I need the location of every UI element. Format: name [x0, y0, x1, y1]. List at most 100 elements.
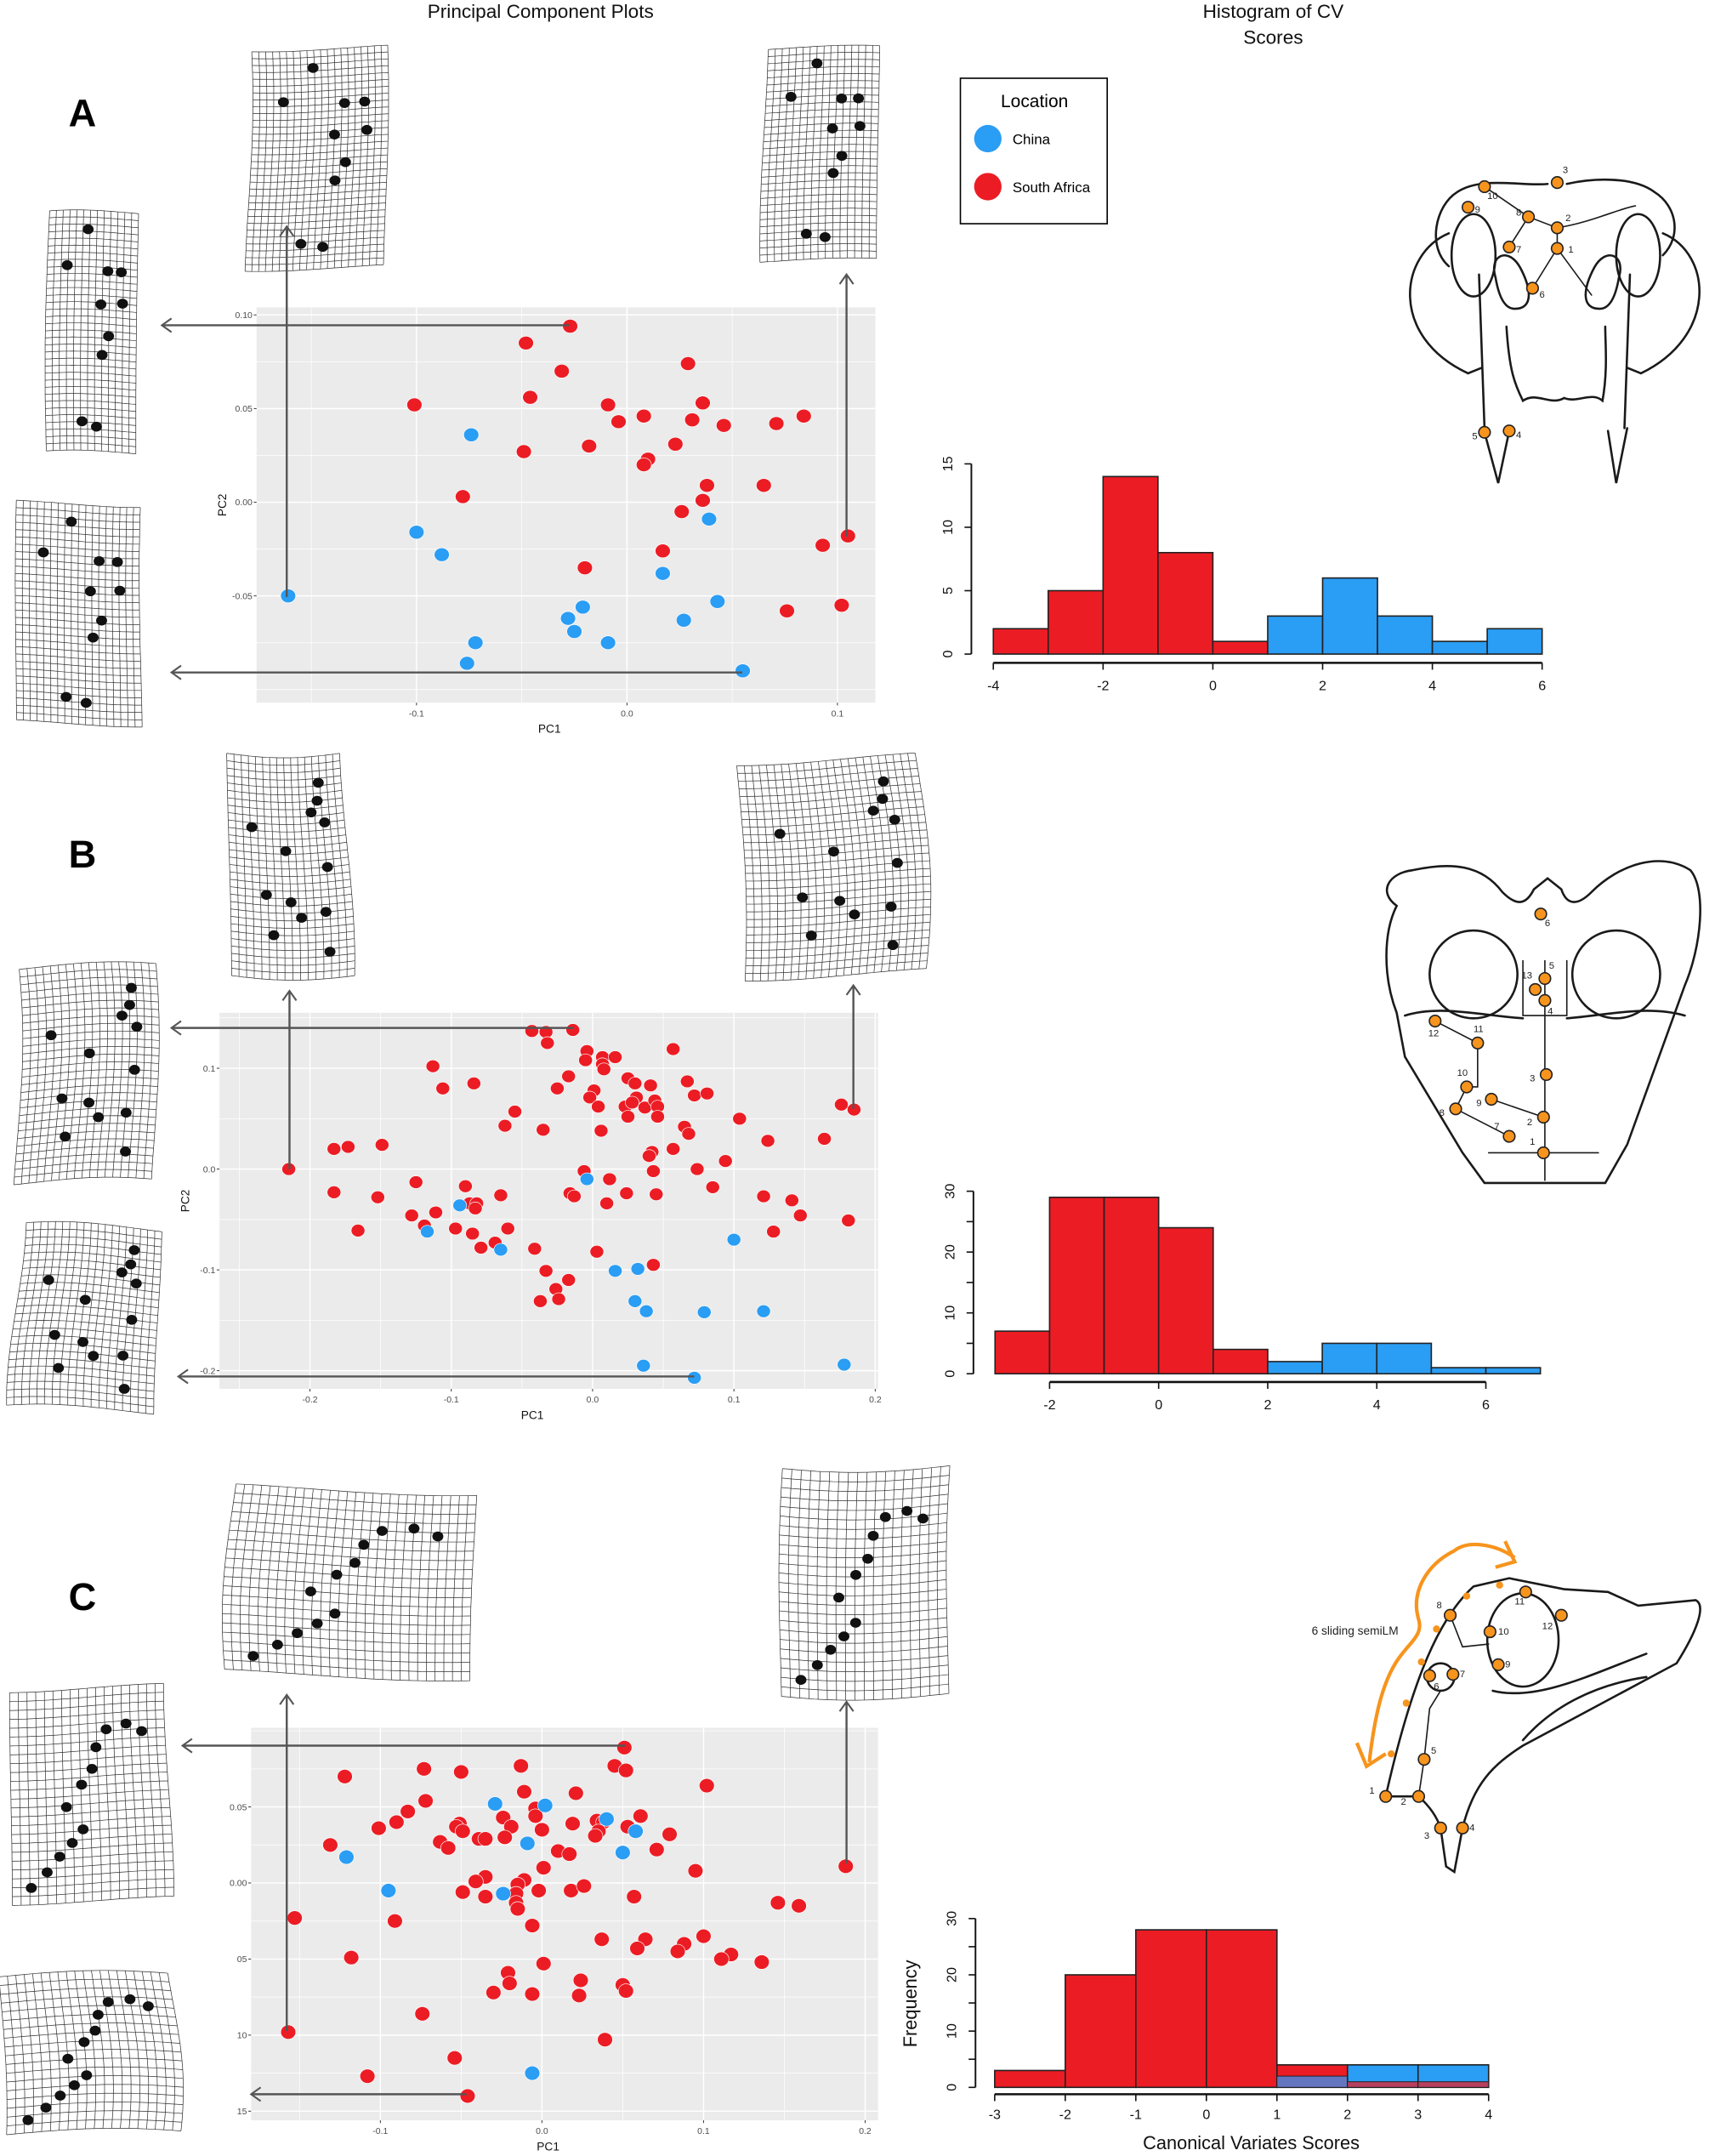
landmark-dot: [116, 267, 128, 277]
grid-line-horizontal: [763, 137, 878, 142]
grid-line-horizontal: [12, 1851, 173, 1862]
data-point-china: [467, 635, 484, 651]
landmark-dot: [125, 1259, 137, 1270]
grid-line-horizontal: [21, 1077, 159, 1085]
data-point-south-africa: [596, 1062, 611, 1076]
grid-line-horizontal: [745, 968, 927, 981]
bar-south-africa: [1048, 1196, 1105, 1375]
x-tick-label: 6: [1538, 679, 1546, 694]
data-point-south-africa: [679, 1074, 695, 1089]
landmark-dot: [853, 93, 865, 104]
landmark-dot: [338, 98, 350, 108]
grid-line-horizontal: [779, 1550, 947, 1558]
grid-line-horizontal: [19, 1115, 156, 1124]
grid-line-horizontal: [7, 2110, 183, 2118]
landmark-dot: [280, 846, 292, 856]
y-tick-label: 10: [940, 520, 956, 535]
grid-line-horizontal: [48, 244, 139, 250]
data-point-south-africa: [756, 1189, 771, 1203]
grid-line-horizontal: [6, 1388, 154, 1400]
landmark-dot: [836, 93, 848, 104]
landmark-dot: [811, 58, 823, 69]
landmark-label: 3: [1563, 165, 1568, 175]
landmark-marker: [1536, 1110, 1550, 1124]
landmark-dot: [142, 2001, 154, 2011]
legend-title: Location: [1001, 92, 1068, 111]
grid-line-horizontal: [9, 1700, 164, 1711]
grid-line-horizontal: [14, 1169, 152, 1178]
data-point-south-africa: [834, 1097, 849, 1112]
grid-line-horizontal: [0, 1970, 168, 1977]
data-point-south-africa: [684, 412, 701, 428]
grid-line-horizontal: [15, 1153, 153, 1163]
data-point-china: [756, 1304, 771, 1318]
grid-line-horizontal: [779, 1522, 947, 1530]
landmark-marker: [1443, 1608, 1457, 1622]
grid-line-horizontal: [45, 386, 136, 391]
landmark-dot: [40, 2102, 52, 2113]
data-point-south-africa: [628, 1077, 643, 1090]
grid-line-horizontal: [248, 202, 386, 210]
data-point-china: [837, 1357, 852, 1372]
data-point-south-africa: [527, 1242, 542, 1255]
landmark-dot: [26, 1883, 37, 1893]
landmark-dot: [54, 2091, 66, 2101]
data-point-south-africa: [841, 1214, 856, 1227]
landmark-dot: [292, 1628, 304, 1639]
landmark-label: 3: [1424, 1831, 1429, 1841]
grid-line-horizontal: [741, 799, 923, 812]
grid-line-horizontal: [15, 631, 140, 640]
data-point-south-africa: [509, 1901, 526, 1917]
landmark-dot: [45, 1030, 57, 1041]
arrow-head-icon: [169, 664, 182, 680]
landmark-dot: [838, 1631, 849, 1641]
grid-line-horizontal: [15, 639, 140, 647]
canine-right: [1606, 427, 1629, 484]
data-point-south-africa: [551, 1292, 566, 1306]
landmark-marker: [1529, 982, 1542, 997]
landmark-dot: [785, 92, 797, 102]
grid-line-horizontal: [253, 120, 389, 128]
landmark-marker: [1502, 240, 1516, 254]
landmark-label: 2: [1400, 1797, 1406, 1807]
x-tick-label: 6: [1482, 1397, 1490, 1413]
data-point-south-africa: [732, 1112, 747, 1126]
data-point-south-africa: [779, 603, 795, 618]
data-point-south-africa: [791, 1898, 807, 1914]
landmark-marker: [1478, 425, 1491, 439]
landmark-marker: [1550, 176, 1565, 190]
grid-line-horizontal: [229, 856, 349, 862]
grid-line-horizontal: [9, 1357, 156, 1369]
grid-line-horizontal: [231, 1511, 475, 1524]
landmark-dot: [76, 1779, 88, 1790]
data-point-south-africa: [513, 1758, 529, 1773]
landmark-dot: [854, 121, 866, 131]
data-point-south-africa: [486, 1985, 502, 2000]
grid-line-horizontal: [19, 1107, 156, 1117]
data-point-china: [709, 594, 726, 609]
grid-line-horizontal: [48, 216, 139, 221]
landmark-dot: [834, 896, 846, 906]
arrow-head-icon: [838, 272, 855, 285]
landmark-marker: [1411, 1789, 1426, 1803]
x-tick-label: 2: [1319, 679, 1326, 694]
data-point-south-africa: [425, 1059, 440, 1073]
grid-line-horizontal: [745, 953, 928, 966]
grid-line-horizontal: [250, 168, 388, 176]
data-point-south-africa: [756, 478, 772, 493]
grid-line-horizontal: [760, 201, 877, 206]
bar-china: [1431, 640, 1488, 655]
data-point-south-africa: [578, 1053, 593, 1067]
data-point-south-africa: [465, 1226, 480, 1241]
landmark-dot: [268, 930, 280, 941]
grid-line-horizontal: [222, 1631, 470, 1645]
y-axis-label: Frequency: [900, 1960, 921, 2047]
data-point-south-africa: [524, 1918, 541, 1933]
data-point-china: [599, 1812, 615, 1827]
landmark-marker: [1521, 210, 1536, 224]
data-point-south-africa: [616, 1740, 633, 1755]
data-point-south-africa: [500, 1221, 515, 1236]
data-point-china: [434, 547, 450, 562]
histogram-title-line1: Histogram of CV: [1203, 1, 1344, 22]
landmark-marker: [1471, 1036, 1485, 1050]
